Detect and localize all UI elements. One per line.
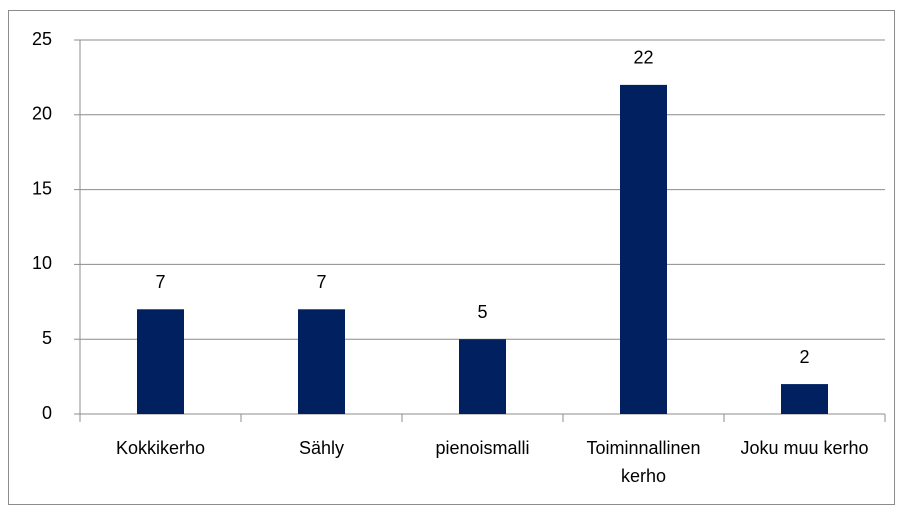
y-tick-label: 10 bbox=[32, 253, 52, 273]
data-label: 5 bbox=[477, 302, 487, 322]
data-label: 22 bbox=[633, 48, 653, 68]
x-tick-label: Joku muu kerho bbox=[740, 438, 869, 458]
bar bbox=[137, 309, 184, 414]
data-label: 2 bbox=[799, 347, 809, 367]
bar bbox=[620, 84, 667, 414]
data-label: 7 bbox=[316, 272, 326, 292]
bar bbox=[298, 309, 345, 414]
bar bbox=[459, 339, 506, 414]
chart-border bbox=[8, 10, 895, 505]
bar bbox=[781, 384, 828, 414]
data-label: 7 bbox=[155, 272, 165, 292]
y-tick-label: 20 bbox=[32, 104, 52, 124]
y-tick-label: 25 bbox=[32, 29, 52, 49]
x-tick-label: Toiminnallinen kerho bbox=[586, 438, 701, 486]
x-tick-label: Kokkikerho bbox=[115, 438, 206, 458]
x-tick-label: Sähly bbox=[298, 438, 345, 458]
x-tick-label: pienoismalli bbox=[435, 438, 530, 458]
y-tick-label: 0 bbox=[42, 403, 52, 423]
y-tick-label: 5 bbox=[42, 328, 52, 348]
y-tick-label: 15 bbox=[32, 178, 52, 198]
